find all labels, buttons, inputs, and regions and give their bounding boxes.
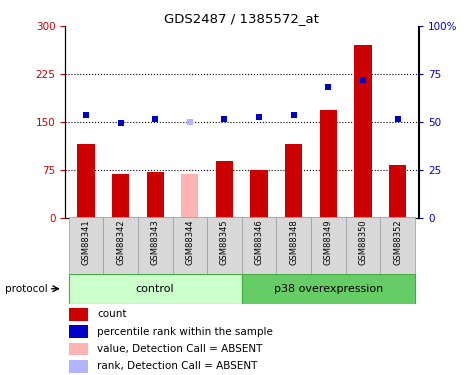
- FancyBboxPatch shape: [311, 217, 346, 274]
- Bar: [77, 144, 94, 218]
- Bar: [69, 308, 88, 321]
- Bar: [181, 174, 199, 217]
- Bar: [285, 144, 302, 218]
- Text: GSM88344: GSM88344: [186, 219, 194, 265]
- FancyBboxPatch shape: [242, 217, 277, 274]
- Bar: [389, 165, 406, 218]
- Text: p38 overexpression: p38 overexpression: [274, 284, 383, 294]
- Bar: [354, 45, 372, 218]
- Bar: [69, 343, 88, 355]
- Text: count: count: [97, 309, 126, 319]
- Text: GSM88343: GSM88343: [151, 219, 159, 265]
- Text: value, Detection Call = ABSENT: value, Detection Call = ABSENT: [97, 344, 262, 354]
- Title: GDS2487 / 1385572_at: GDS2487 / 1385572_at: [164, 12, 319, 25]
- FancyBboxPatch shape: [173, 217, 207, 274]
- Bar: [251, 170, 268, 217]
- Bar: [146, 172, 164, 217]
- Text: GSM88345: GSM88345: [220, 219, 229, 265]
- Bar: [69, 326, 88, 338]
- FancyBboxPatch shape: [242, 274, 415, 304]
- Text: protocol: protocol: [5, 284, 47, 294]
- Text: control: control: [136, 284, 174, 294]
- FancyBboxPatch shape: [68, 274, 242, 304]
- FancyBboxPatch shape: [103, 217, 138, 274]
- Text: rank, Detection Call = ABSENT: rank, Detection Call = ABSENT: [97, 362, 257, 371]
- FancyBboxPatch shape: [346, 217, 380, 274]
- Bar: [69, 360, 88, 373]
- Text: GSM88341: GSM88341: [81, 219, 90, 265]
- FancyBboxPatch shape: [207, 217, 242, 274]
- FancyBboxPatch shape: [68, 217, 103, 274]
- Text: GSM88349: GSM88349: [324, 219, 333, 265]
- Bar: [216, 161, 233, 218]
- Text: GSM88352: GSM88352: [393, 219, 402, 265]
- Text: GSM88342: GSM88342: [116, 219, 125, 265]
- Text: percentile rank within the sample: percentile rank within the sample: [97, 327, 273, 337]
- Text: GSM88346: GSM88346: [255, 219, 264, 265]
- FancyBboxPatch shape: [380, 217, 415, 274]
- Bar: [320, 110, 337, 218]
- Bar: [112, 174, 129, 217]
- FancyBboxPatch shape: [138, 217, 173, 274]
- FancyBboxPatch shape: [277, 217, 311, 274]
- Text: GSM88348: GSM88348: [289, 219, 298, 265]
- Text: GSM88350: GSM88350: [359, 219, 367, 265]
